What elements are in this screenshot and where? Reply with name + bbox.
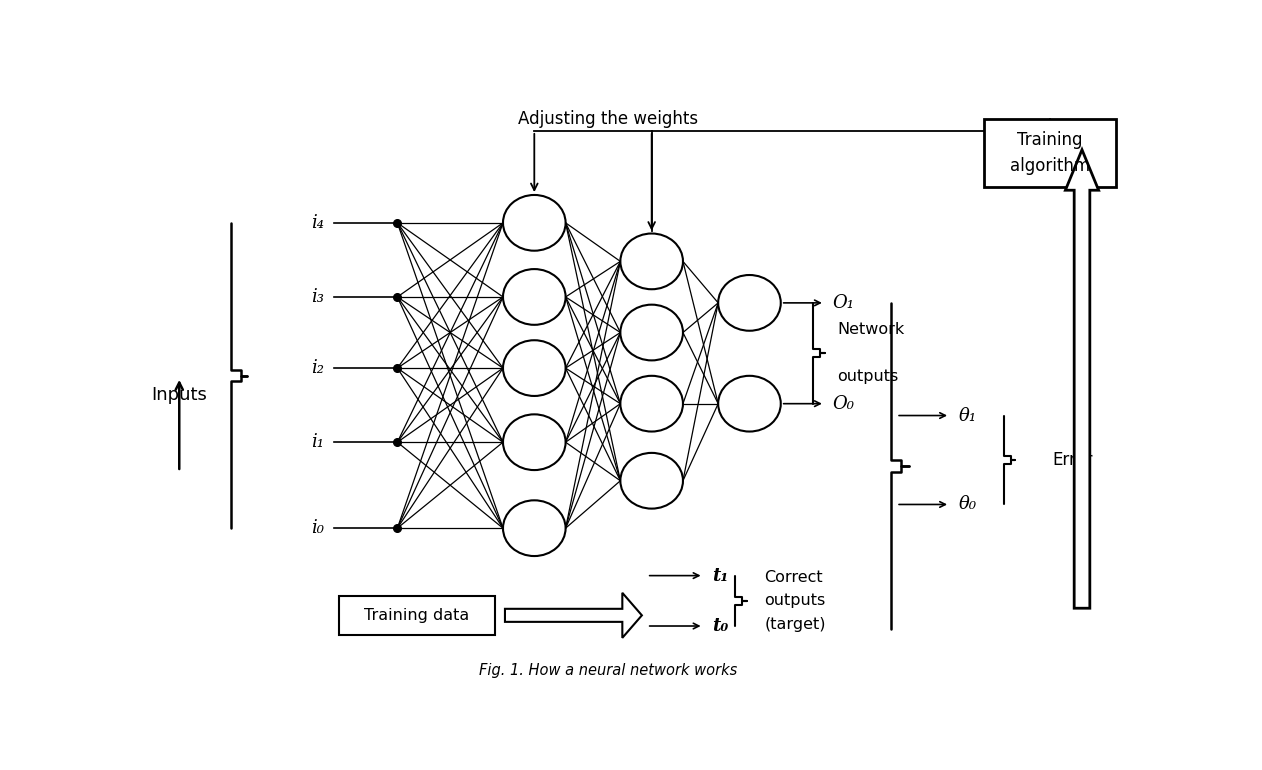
Text: outputs: outputs [838,370,899,384]
Text: Correct: Correct [765,570,823,584]
Text: O₀: O₀ [833,395,854,413]
Ellipse shape [504,414,565,470]
FancyBboxPatch shape [338,596,495,635]
Text: θ₀: θ₀ [959,495,977,514]
Ellipse shape [718,275,781,331]
Text: Fig. 1. How a neural network works: Fig. 1. How a neural network works [478,663,737,678]
Ellipse shape [504,340,565,396]
Text: Adjusting the weights: Adjusting the weights [517,110,698,128]
Ellipse shape [718,376,781,431]
Text: θ₁: θ₁ [959,407,977,424]
Ellipse shape [621,376,683,431]
Text: i₁: i₁ [310,434,324,451]
Polygon shape [1065,149,1099,608]
Text: Network: Network [838,322,905,337]
Ellipse shape [504,500,565,556]
Text: outputs: outputs [765,594,825,608]
Text: t₀: t₀ [712,617,728,635]
Ellipse shape [621,453,683,509]
Text: i₀: i₀ [310,519,324,537]
Text: algorithm: algorithm [1010,157,1090,176]
Text: i₄: i₄ [310,214,324,232]
Text: Training: Training [1017,131,1083,149]
Ellipse shape [504,269,565,325]
Polygon shape [505,593,642,638]
Ellipse shape [504,195,565,251]
Text: Inputs: Inputs [151,386,207,403]
Text: i₃: i₃ [310,288,324,306]
Text: O₁: O₁ [833,294,854,312]
Text: i₂: i₂ [310,359,324,377]
FancyBboxPatch shape [984,119,1117,187]
Ellipse shape [621,233,683,290]
Text: (target): (target) [765,617,825,632]
Text: Training data: Training data [365,608,469,623]
Text: t₁: t₁ [712,567,728,584]
Ellipse shape [621,305,683,360]
Text: Error: Error [1053,451,1093,469]
